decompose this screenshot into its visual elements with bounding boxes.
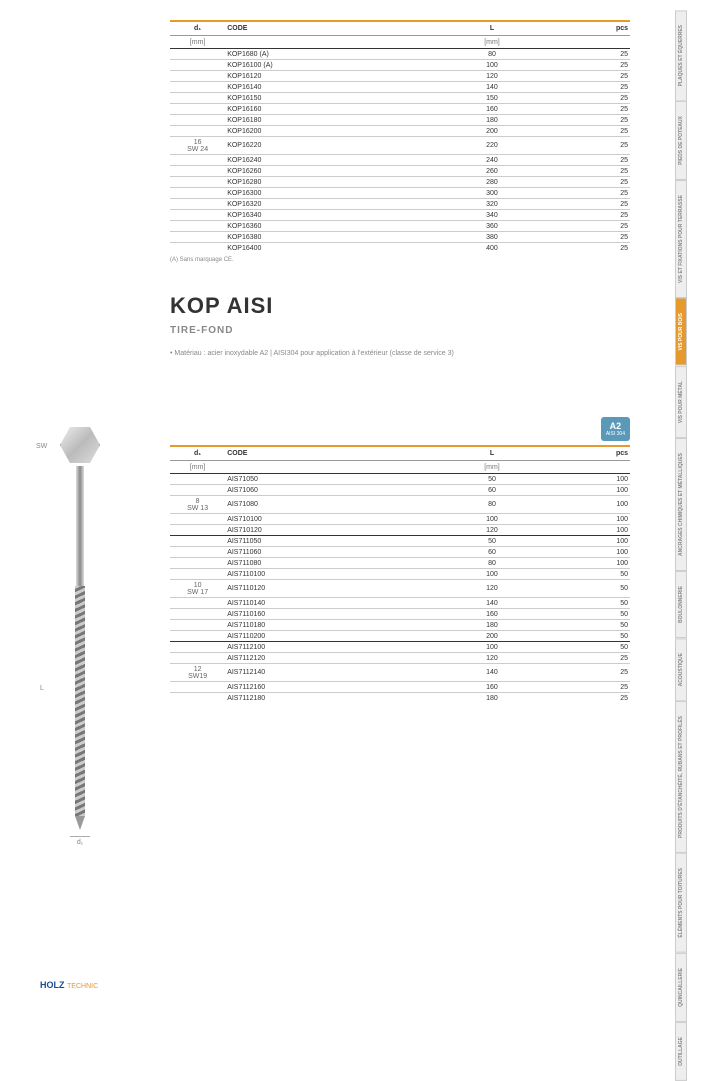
l-label: L [40, 685, 44, 692]
material-text: • Matériau : acier inoxydable A2 | AISI3… [170, 350, 630, 357]
th-d1-unit: [mm] [170, 36, 225, 49]
thread-icon [75, 586, 85, 816]
table-row: AIS711018018050 [170, 620, 630, 631]
table-kop16: d₁ CODE L pcs [mm] [mm] KOP1680 (A)8025K… [170, 22, 630, 253]
table-row: AIS71106060100 [170, 547, 630, 558]
hex-head-icon [60, 425, 100, 465]
side-tab[interactable]: PLAQUES ET ÉQUERRES [675, 10, 687, 101]
table-row: AIS711212012025 [170, 653, 630, 664]
d1-label: d₁ [70, 836, 90, 846]
table-row: KOP1640040025 [170, 243, 630, 254]
table-row: AIS710100100100 [170, 514, 630, 525]
product-title: KOP AISI [170, 293, 630, 319]
table-row: KOP1620020025 [170, 126, 630, 137]
table-row: AIS7105050100 [170, 474, 630, 485]
table-row: AIS71105050100 [170, 536, 630, 547]
table-row: KOP1614014025 [170, 82, 630, 93]
table-row: KOP1626026025 [170, 166, 630, 177]
table-row: KOP1616016025 [170, 104, 630, 115]
th-l: L [409, 22, 575, 36]
th2-code: CODE [225, 447, 409, 461]
side-tab[interactable]: QUINCAILLERIE [675, 953, 687, 1022]
side-tab[interactable]: BOULONNERIE [675, 571, 687, 638]
table-row: KOP1612012025 [170, 71, 630, 82]
table-row: AIS711216016025 [170, 682, 630, 693]
table-row: KOP1615015025 [170, 93, 630, 104]
footer: HOLZ TECHNIC [40, 980, 98, 990]
side-tab[interactable]: VIS ET FIXATIONS POUR TERRASSE [675, 180, 687, 298]
table-row: AIS711020020050 [170, 631, 630, 642]
table-row: AIS7106060100 [170, 485, 630, 496]
table-row: KOP1624024025 [170, 155, 630, 166]
table-row: KOP1628028025 [170, 177, 630, 188]
tip-icon [75, 816, 85, 830]
th-code: CODE [225, 22, 409, 36]
badge-sub: AISI 304 [606, 431, 625, 437]
table-row: KOP1618018025 [170, 115, 630, 126]
th-l-unit: [mm] [409, 36, 575, 49]
table-row: 10SW 17AIS711012012050 [170, 580, 630, 598]
brand-holz: HOLZ [40, 980, 65, 990]
side-tab[interactable]: ÉLÉMENTS POUR TOITURES [675, 853, 687, 953]
shaft-icon [76, 466, 84, 586]
table-row: AIS711010010050 [170, 569, 630, 580]
side-tab[interactable]: VIS POUR BOIS [675, 298, 687, 366]
table-row: AIS711210010050 [170, 642, 630, 653]
th-d1: d₁ [170, 22, 225, 36]
th2-pcs: pcs [575, 447, 630, 461]
th2-d1: d₁ [170, 447, 225, 461]
table-row: KOP1680 (A)8025 [170, 49, 630, 60]
table-row: AIS711016016050 [170, 609, 630, 620]
table-row: AIS710120120100 [170, 525, 630, 536]
table-row: 16SW 24KOP1622022025 [170, 137, 630, 155]
sw-label: SW [36, 443, 47, 450]
side-tab[interactable]: VIS POUR MÉTAL [675, 366, 687, 438]
table-row: KOP1632032025 [170, 199, 630, 210]
table-row: KOP1634034025 [170, 210, 630, 221]
table-row: AIS711218018025 [170, 693, 630, 704]
th2-l: L [409, 447, 575, 461]
a2-badge: A2 AISI 304 [601, 417, 630, 441]
brand-technic: TECHNIC [67, 983, 98, 990]
table-row: KOP1630030025 [170, 188, 630, 199]
badge-text: A2 [610, 421, 622, 431]
screw-illustration: SW L d₁ [50, 425, 110, 846]
table-row: 12SW19AIS711214014025 [170, 664, 630, 682]
side-tab[interactable]: ANCRAGES CHIMIQUES ET MÉTALLIQUES [675, 438, 687, 571]
table-aisi: d₁ CODE L pcs [mm] [mm] AIS7105050100AIS… [170, 447, 630, 703]
th-pcs: pcs [575, 22, 630, 36]
table-row: KOP16100 (A)10025 [170, 60, 630, 71]
footnote: (A) Sans marquage CE. [170, 257, 630, 263]
side-tab[interactable]: OUTILLAGE [675, 1022, 687, 1081]
side-tab[interactable]: PRODUITS D'ÉTANCHÉITÉ, RUBANS ET PROFILÉ… [675, 701, 687, 853]
table-row: KOP1636036025 [170, 221, 630, 232]
table-row: AIS71108080100 [170, 558, 630, 569]
table-row: KOP1638038025 [170, 232, 630, 243]
side-tab[interactable]: PIEDS DE POTEAUX [675, 101, 687, 180]
table-row: AIS711014014050 [170, 598, 630, 609]
side-tab[interactable]: ACOUSTIQUE [675, 638, 687, 701]
side-tabs: PLAQUES ET ÉQUERRESPIEDS DE POTEAUXVIS E… [675, 10, 703, 1081]
table-row: 8SW 13AIS7108080100 [170, 496, 630, 514]
product-subtitle: TIRE-FOND [170, 325, 630, 336]
